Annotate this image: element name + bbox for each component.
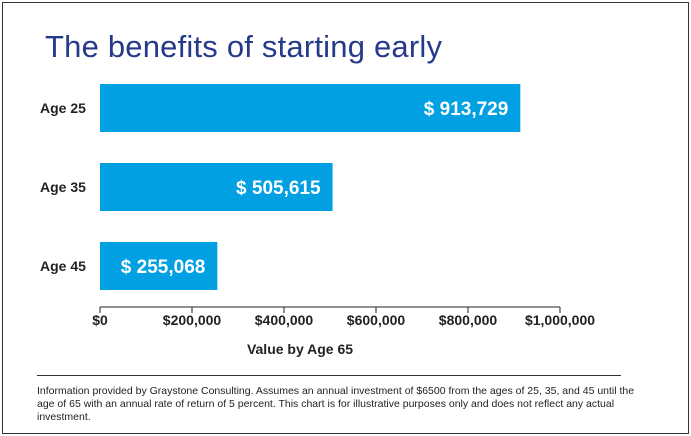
category-label: Age 25 — [40, 100, 86, 116]
x-tick-label: $400,000 — [255, 312, 314, 328]
category-label: Age 45 — [40, 258, 86, 274]
data-label: $ 913,729 — [424, 99, 509, 120]
bar-age-35 — [100, 163, 333, 211]
x-tick-label: $800,000 — [439, 312, 498, 328]
bar-age-25 — [100, 84, 521, 132]
x-tick-label: $200,000 — [163, 312, 222, 328]
chart-title: The benefits of starting early — [45, 29, 443, 64]
data-label: $ 255,068 — [121, 257, 206, 278]
x-tick-label: $600,000 — [347, 312, 406, 328]
x-tick-label: $0 — [92, 312, 108, 328]
x-tick-label: $1,000,000 — [525, 312, 595, 328]
footnote-divider — [37, 375, 621, 376]
data-label: $ 505,615 — [236, 178, 321, 199]
x-axis-title: Value by Age 65 — [247, 341, 353, 357]
bar-age-45 — [100, 242, 218, 290]
footnote: Information provided by Graystone Consul… — [37, 385, 635, 423]
category-label: Age 35 — [40, 179, 86, 195]
